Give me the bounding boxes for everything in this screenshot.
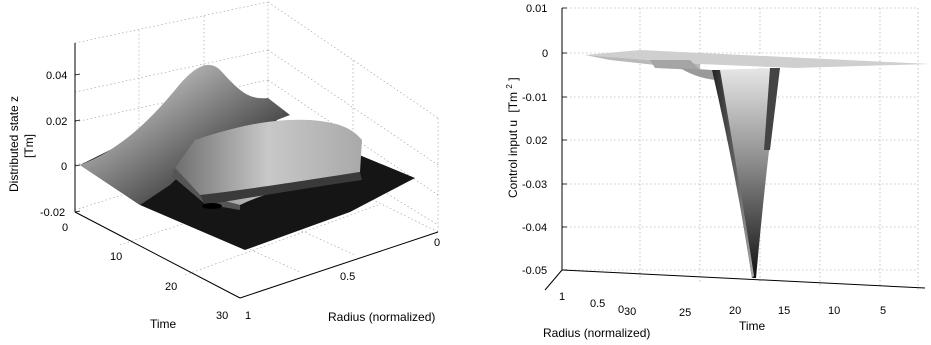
left-ytick-label: 0.5	[340, 271, 355, 283]
right-xtick-label: 25	[679, 307, 691, 319]
right-ztick-label: 0	[542, 48, 548, 60]
left-ytick-label: 1	[245, 310, 251, 322]
right-zlabel-unit-close: ]	[506, 77, 520, 80]
left-surface	[80, 64, 415, 250]
right-ytick-label: 0	[618, 304, 624, 316]
right-zlabel-unit: [Tm	[506, 92, 520, 113]
right-xtick-label: 15	[778, 305, 790, 317]
left-plot: 0.04 0.02 0 -0.02 0 10 20 30 0 0.5 1 Dis…	[7, 1, 440, 331]
right-ztick-label: -0.04	[522, 222, 547, 234]
left-ztick-label: 0.04	[46, 70, 67, 82]
right-ytick-label: 30	[624, 306, 636, 318]
right-time-ticks: 25 20 15 10 5	[679, 305, 886, 319]
right-zlabel-text: Control input u	[506, 120, 520, 198]
right-ztick-label: 0.02	[526, 135, 547, 147]
right-surface	[585, 50, 930, 278]
right-ztick-label: 0.01	[526, 3, 547, 15]
right-radius-ticks: 1 0.5 0 30	[559, 291, 636, 318]
left-zunit: [Tm]	[22, 134, 36, 158]
left-ztick-label: 0	[61, 161, 67, 173]
right-plot: 0.01 0 -0.01 0.02 -0.03 -0.04 -0.05 25 2…	[501, 3, 930, 340]
right-axes	[544, 8, 926, 291]
right-ztick-label: -0.03	[522, 179, 547, 191]
right-zlabel-unit-sup: 2	[505, 84, 514, 89]
left-xtick-label: 0	[62, 222, 68, 234]
right-xtick-label: 10	[828, 305, 840, 317]
right-ytick-label: 1	[559, 291, 565, 303]
right-ytick-label: 0.5	[590, 298, 605, 310]
left-time-ticks: 0 10 20 30	[62, 222, 228, 322]
left-z-ticks: 0.04 0.02 0 -0.02	[40, 70, 81, 219]
left-ytick-label: 0	[434, 237, 440, 249]
left-xtick-label: 30	[216, 310, 228, 322]
right-zlabel: Control input u [Tm 2 ]	[501, 77, 520, 198]
left-axes	[74, 43, 439, 299]
left-ztick-label: 0.02	[46, 116, 67, 128]
right-ztick-label: -0.05	[522, 265, 547, 277]
left-xlabel: Time	[150, 317, 177, 331]
left-xtick-label: 10	[110, 251, 122, 263]
right-xtick-label: 5	[880, 305, 886, 317]
left-radius-ticks: 0 0.5 1	[245, 237, 440, 322]
right-xlabel: Time	[739, 319, 766, 333]
left-xtick-label: 20	[165, 281, 177, 293]
right-ztick-label: -0.01	[522, 92, 547, 104]
right-xtick-label: 20	[729, 305, 741, 317]
left-ztick-label: -0.02	[40, 207, 65, 219]
left-zlabel: Distributed state z	[7, 96, 21, 192]
left-ylabel: Radius (normalized)	[328, 310, 435, 324]
right-z-ticks: 0.01 0 -0.01 0.02 -0.03 -0.04 -0.05	[522, 3, 567, 277]
right-ylabel: Radius (normalized)	[543, 326, 650, 340]
